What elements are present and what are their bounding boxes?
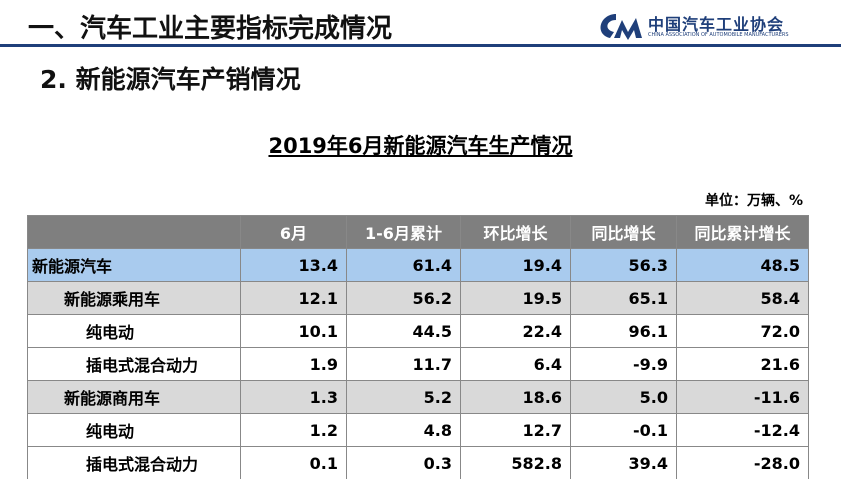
column-header: 同比累计增长 [676,215,809,249]
number-cell: 18.6 [460,380,571,414]
logo-mark [600,14,642,40]
number-cell: 72.0 [676,314,809,348]
table-row: 插电式混合动力 0.1 0.3 582.8 39.4 -28.0 [27,446,809,479]
table-row: 插电式混合动力 1.9 11.7 6.4 -9.9 21.6 [27,347,809,381]
row-label: 纯电动 [27,413,241,447]
number-cell: 1.2 [240,413,347,447]
number-cell: 22.4 [460,314,571,348]
number-cell: 19.4 [460,248,571,282]
number-cell: 58.4 [676,281,809,315]
column-header: 同比增长 [570,215,677,249]
number-cell: 61.4 [346,248,461,282]
number-cell: 13.4 [240,248,347,282]
number-cell: 21.6 [676,347,809,381]
row-label: 纯电动 [27,314,241,348]
subtitle: 2. 新能源汽车产销情况 [40,65,301,94]
number-cell: 12.1 [240,281,347,315]
row-label: 新能源乘用车 [27,281,241,315]
table-row: 纯电动 10.1 44.5 22.4 96.1 72.0 [27,314,809,348]
unit-note: 单位：万辆、% [704,193,803,209]
header-row: 6月 1-6月累计 环比增长 同比增长 同比累计增长 [27,215,809,249]
table-row: 新能源商用车 1.3 5.2 18.6 5.0 -11.6 [27,380,809,414]
row-label: 新能源汽车 [27,248,241,282]
table-row: 新能源汽车 13.4 61.4 19.4 56.3 48.5 [27,248,809,282]
column-header: 1-6月累计 [346,215,461,249]
number-cell: -12.4 [676,413,809,447]
number-cell: 56.3 [570,248,677,282]
number-cell: -0.1 [570,413,677,447]
number-cell: 10.1 [240,314,347,348]
data-table: 6月 1-6月累计 环比增长 同比增长 同比累计增长 新能源汽车 13.4 61.4 19.4 5… [27,215,809,479]
number-cell: 0.3 [346,446,461,479]
number-cell: 4.8 [346,413,461,447]
number-cell: 39.4 [570,446,677,479]
table-row: 纯电动 1.2 4.8 12.7 -0.1 -12.4 [27,413,809,447]
number-cell: 5.0 [570,380,677,414]
title-rule [0,44,841,47]
number-cell: -9.9 [570,347,677,381]
table-row: 新能源乘用车 12.1 56.2 19.5 65.1 58.4 [27,281,809,315]
number-cell: -11.6 [676,380,809,414]
number-cell: 582.8 [460,446,571,479]
row-label: 新能源商用车 [27,380,241,414]
number-cell: 56.2 [346,281,461,315]
number-cell: 11.7 [346,347,461,381]
table-title: 2019年6月新能源汽车生产情况 [268,134,573,158]
number-cell: 12.7 [460,413,571,447]
number-cell: 96.1 [570,314,677,348]
row-label: 插电式混合动力 [27,347,241,381]
number-cell: 19.5 [460,281,571,315]
number-cell: 48.5 [676,248,809,282]
logo-name: 中国汽车工业协会 [648,15,785,34]
number-cell: 1.9 [240,347,347,381]
number-cell: 1.3 [240,380,347,414]
column-header: 6月 [240,215,347,249]
logo-english: CHINA ASSOCIATION OF AUTOMOBILE MANUFACT… [648,32,789,38]
number-cell: 0.1 [240,446,347,479]
number-cell: -28.0 [676,446,809,479]
column-header [27,215,241,249]
number-cell: 44.5 [346,314,461,348]
number-cell: 5.2 [346,380,461,414]
number-cell: 65.1 [570,281,677,315]
column-header: 环比增长 [460,215,571,249]
number-cell: 6.4 [460,347,571,381]
slide-title: 一、汽车工业主要指标完成情况 [28,14,393,44]
row-label: 插电式混合动力 [27,446,241,479]
